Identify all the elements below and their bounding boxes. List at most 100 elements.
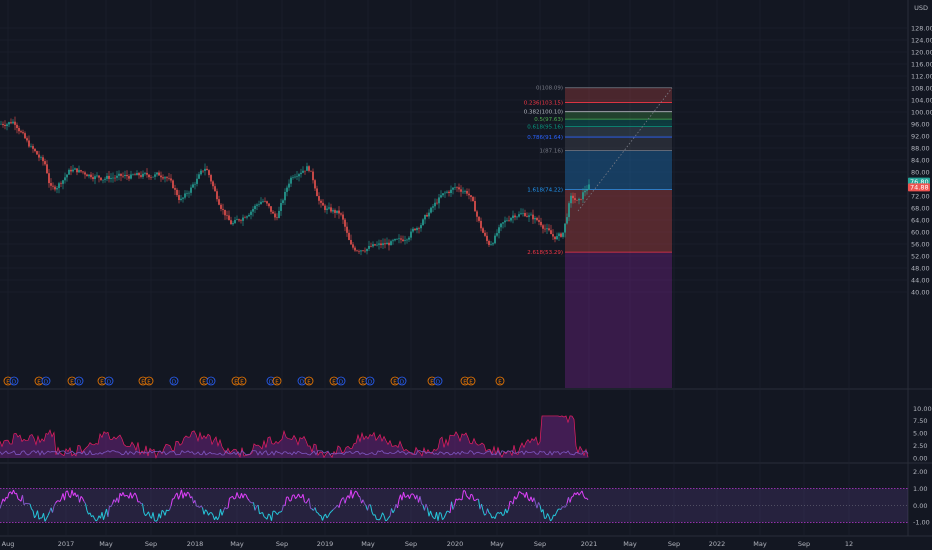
fibonacci-extension-drawing[interactable]: 0(108.09) 0.236(103.15) 0.382(100.10)0.5(9… [524, 86, 673, 388]
indicator2-segment [478, 499, 481, 510]
candle-body [408, 237, 410, 240]
indicator2-segment [142, 503, 145, 514]
price-tick-label: 60.00 [911, 228, 930, 236]
indicator2-segment [37, 510, 40, 520]
indicator2-segment [298, 493, 301, 498]
price-tag-label: 76.80 [910, 178, 929, 186]
indicator2-segment [82, 497, 85, 502]
currency-label: USD [914, 4, 928, 12]
candle-body [156, 172, 158, 175]
event-marker-label: E [361, 379, 365, 385]
indicator2-segment [80, 496, 83, 499]
candle-body [546, 228, 548, 230]
fib-level-label: 1.618(74.22) [527, 187, 563, 193]
candle-body [474, 201, 476, 212]
indicator2-segment [419, 496, 422, 504]
candle-body [412, 228, 414, 232]
candle-body [296, 176, 298, 177]
candle-body [342, 214, 344, 220]
indicator2-segment [401, 492, 404, 501]
indicator2-segment [530, 496, 533, 502]
candle-body [324, 205, 326, 210]
indicator2-segment [556, 509, 559, 513]
candle-body [370, 245, 372, 247]
time-tick-label: 2022 [709, 540, 726, 548]
event-marker-label: E [430, 379, 434, 385]
indicator2-segment [250, 501, 253, 504]
candle-body [276, 217, 278, 219]
candle-body [328, 207, 330, 209]
candle-body [196, 178, 198, 184]
candle-body [270, 206, 272, 212]
indicator2-segment [353, 490, 356, 495]
candle-body [584, 190, 586, 193]
candle-body [90, 174, 92, 178]
indicator2-segment [428, 510, 431, 517]
candle-body [22, 132, 24, 134]
candle-body [306, 166, 308, 171]
candle-body [386, 242, 388, 245]
candle-body [60, 183, 62, 184]
indicator2-segment [235, 492, 238, 499]
candle-body [526, 216, 528, 217]
indicator2-segment [464, 490, 467, 497]
indicator2-segment [79, 496, 82, 503]
indicator2-segment [302, 494, 305, 503]
candle-body [42, 157, 44, 162]
indicator2-segment [277, 511, 280, 515]
indicator2-segment [34, 515, 37, 519]
indicator2-segment [502, 514, 505, 517]
candle-body [416, 227, 418, 231]
candle-body [152, 176, 154, 178]
indicator2-segment [31, 508, 34, 512]
indicator2-segment [97, 515, 100, 520]
event-marker-label: D [300, 379, 304, 385]
indicator2-segment [379, 516, 382, 521]
fib-zone [565, 137, 672, 151]
indicator2-segment [436, 512, 439, 521]
indicator2-segment [472, 495, 475, 501]
candle-body [178, 195, 180, 200]
dividend-marker [433, 376, 443, 386]
event-marker-label: D [107, 379, 111, 385]
indicator2-segment [569, 496, 572, 503]
fib-zone [565, 150, 672, 190]
candle-body [472, 196, 474, 202]
indicator2-segment [518, 491, 521, 493]
price-tick-label: 124.00 [911, 36, 932, 44]
candle-body [310, 170, 312, 172]
candle-body [362, 250, 364, 252]
indicator2-segment [32, 510, 35, 518]
indicator2-segment [89, 512, 92, 517]
candle-body [462, 191, 464, 193]
candle-body [580, 198, 582, 200]
candle-body [536, 217, 538, 221]
indicator2-segment [356, 492, 359, 497]
indicator2-segment [440, 513, 443, 520]
indicator2-segment [145, 513, 148, 517]
indicator2-segment [16, 493, 19, 500]
event-marker-label: E [240, 379, 244, 385]
price-tick-label: 72.00 [911, 192, 930, 200]
indicator2-segment [178, 495, 181, 500]
candle-body [96, 175, 98, 177]
candle-body [34, 148, 36, 152]
fib-zone [565, 102, 672, 112]
candle-body [356, 250, 358, 252]
axes[interactable]: 128.00124.00120.00116.00112.00108.00104.… [2, 24, 932, 548]
event-marker-label: D [436, 379, 440, 385]
indicator2-segment [427, 508, 430, 517]
indicator2-segment [164, 509, 167, 516]
candle-body [494, 235, 496, 244]
candle-body [522, 213, 524, 214]
indicator2-segment [242, 493, 245, 499]
indicator2-segment [53, 502, 56, 507]
candle-body [552, 234, 554, 237]
price-tick-label: 108.00 [911, 84, 932, 92]
indicator2-segment [247, 498, 250, 501]
candle-body [454, 187, 456, 188]
indicator2-segment [101, 512, 104, 520]
candle-body [490, 244, 492, 245]
